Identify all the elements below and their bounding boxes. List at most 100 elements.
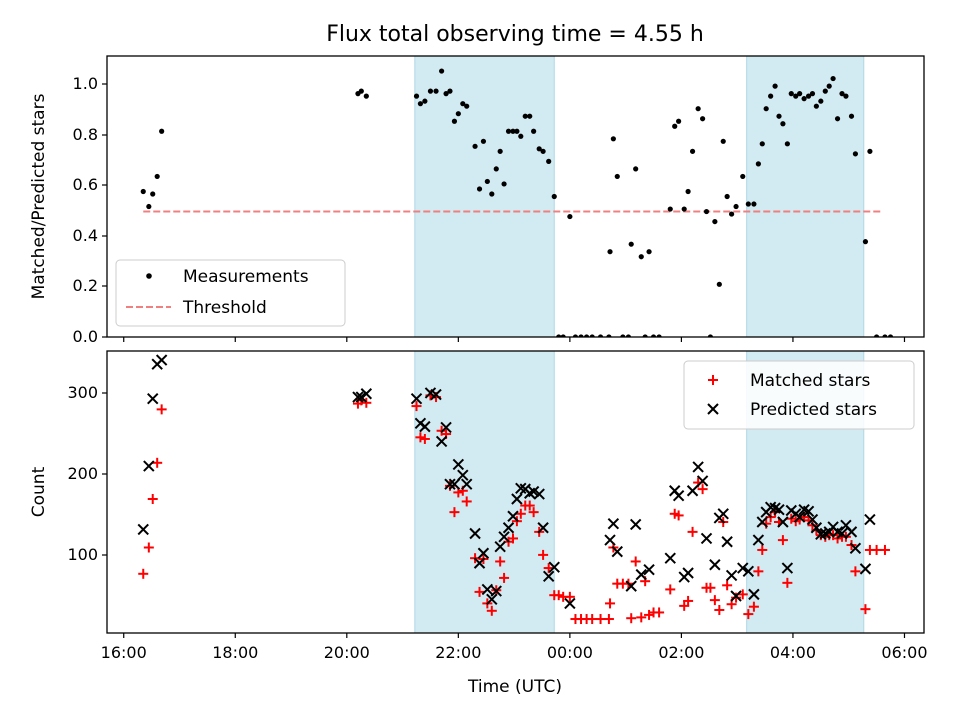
marker-stroke xyxy=(604,534,616,546)
observing-span xyxy=(414,55,555,338)
measurement-point xyxy=(140,188,146,195)
measurement-point xyxy=(638,254,644,260)
marker-stroke xyxy=(709,559,721,571)
marker-stroke xyxy=(494,540,506,553)
y-tick-label: 300 xyxy=(67,383,98,402)
legend-box xyxy=(115,259,346,327)
matched-star-point xyxy=(152,457,163,468)
measurement-point xyxy=(685,188,691,195)
predicted-star-point xyxy=(611,545,623,558)
chart-title: Flux total observing time = 4.55 h xyxy=(326,22,704,47)
matched-star-point xyxy=(156,404,167,415)
measurement-point xyxy=(809,91,816,97)
measurement-point xyxy=(610,136,616,142)
marker-stroke xyxy=(537,522,549,534)
marker-stroke xyxy=(773,503,785,516)
marker-stroke xyxy=(542,570,555,582)
marker-stroke xyxy=(564,597,576,610)
x-tick-label: 06:00 xyxy=(881,643,927,662)
plot-area xyxy=(140,68,894,337)
measurement-point xyxy=(720,138,726,144)
measurement-point xyxy=(540,148,546,154)
measurement-point xyxy=(154,173,160,180)
predicted-star-point xyxy=(564,597,576,610)
marker-stroke xyxy=(707,403,719,415)
predicted-star-point xyxy=(477,547,490,559)
marker-stroke xyxy=(756,516,768,528)
measurement-point xyxy=(780,121,786,127)
matched-star-point xyxy=(860,604,871,615)
marker-stroke xyxy=(486,593,498,605)
predicted-star-point xyxy=(360,388,373,400)
predicted-star-point xyxy=(836,527,848,540)
measurement-point xyxy=(667,206,673,212)
predicted-star-point xyxy=(435,435,448,448)
measurement-point xyxy=(518,133,524,139)
marker-stroke xyxy=(444,478,456,490)
predicted-star-point xyxy=(625,580,637,592)
marker-stroke xyxy=(452,458,465,471)
predicted-star-point xyxy=(440,421,452,434)
marker-stroke xyxy=(798,503,810,516)
measurement-point xyxy=(493,166,499,172)
measurement-point xyxy=(476,186,483,192)
matched-star-point xyxy=(528,507,539,518)
ratio-panel: 0.0 0.2 0.4 0.6 0.8 1.0 Matched/Predicted star… xyxy=(29,55,925,346)
measurement-point xyxy=(745,201,751,207)
y-tick-label: 1.0 xyxy=(73,74,98,93)
measurement-point xyxy=(724,193,730,200)
measurement-point xyxy=(822,88,828,94)
marker-stroke xyxy=(527,485,540,498)
predicted-star-point xyxy=(143,460,155,472)
measurement-point xyxy=(826,83,832,89)
measurement-point xyxy=(695,106,701,112)
measurement-point xyxy=(451,118,458,124)
measurement-point xyxy=(712,218,718,225)
predicted-star-point xyxy=(777,516,789,528)
matched-star-point xyxy=(605,598,616,609)
measurement-point xyxy=(862,239,869,245)
measurement-point xyxy=(427,88,434,94)
predicted-star-point xyxy=(147,392,159,405)
predicted-star-point xyxy=(498,531,510,543)
marker-stroke xyxy=(473,557,486,569)
measurement-point xyxy=(489,191,495,197)
matched-star-point xyxy=(777,535,788,546)
measurement-point xyxy=(472,143,478,149)
matched-star-point xyxy=(673,510,684,521)
measurement-point xyxy=(358,88,364,94)
matched-star-point xyxy=(507,533,518,544)
x-tick-label: 22:00 xyxy=(435,643,481,662)
matched-star-point xyxy=(524,500,535,511)
measurement-point xyxy=(793,93,799,99)
marker-stroke xyxy=(859,563,872,575)
marker-stroke xyxy=(629,518,642,531)
marker-stroke xyxy=(511,493,523,505)
measurement-point xyxy=(567,213,573,220)
matched-star-point xyxy=(697,484,708,495)
measurement-point xyxy=(755,161,761,167)
matched-star-point xyxy=(743,609,754,620)
matched-star-point xyxy=(553,590,564,601)
predicted-star-point xyxy=(859,563,872,575)
measurement-point xyxy=(784,141,790,147)
measurement-point xyxy=(497,148,503,154)
measurement-point xyxy=(768,93,774,99)
marker-stroke xyxy=(721,536,733,548)
marker-stroke xyxy=(635,568,647,581)
predicted-star-point xyxy=(709,559,721,571)
marker-stroke xyxy=(802,505,815,518)
measurement-point xyxy=(455,111,461,117)
measurement-point xyxy=(839,91,845,97)
marker-stroke xyxy=(717,508,729,520)
predicted-star-point xyxy=(486,593,498,605)
legend-label: Predicted stars xyxy=(750,400,877,420)
y-axis-label: Count xyxy=(29,466,49,517)
measurement-point xyxy=(447,88,453,94)
predicted-star-point xyxy=(537,522,549,534)
marker-stroke xyxy=(515,482,527,495)
x-tick-label: 18:00 xyxy=(212,643,258,662)
matched-star-point xyxy=(850,566,861,577)
measurement-point xyxy=(776,113,782,119)
marker-stroke xyxy=(730,590,742,602)
